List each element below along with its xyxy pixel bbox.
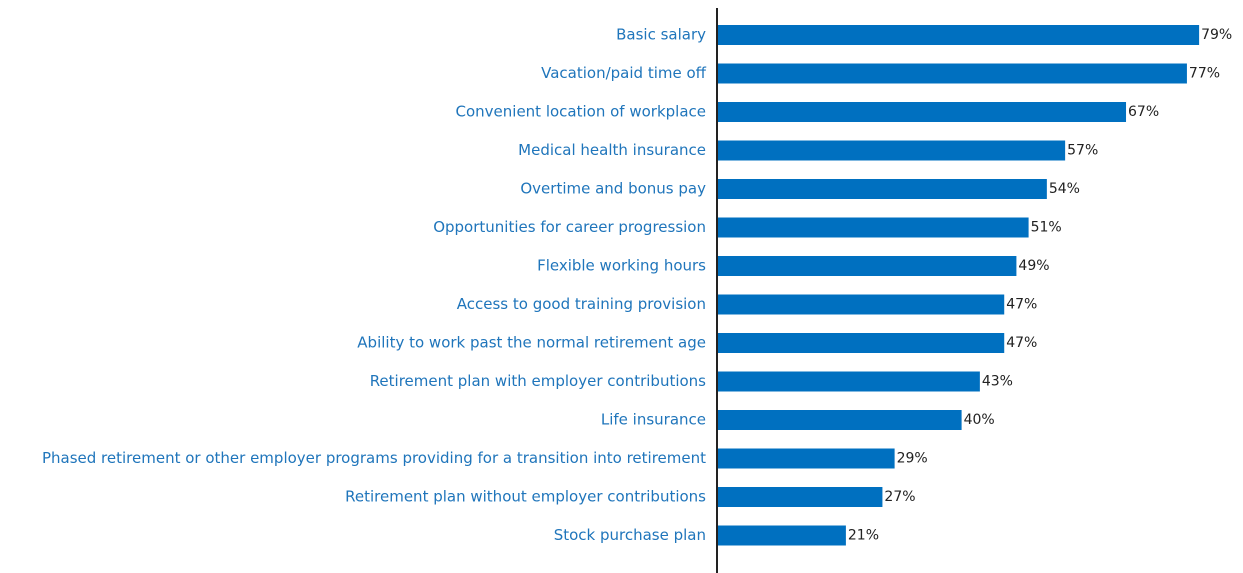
- bar: [718, 256, 1017, 276]
- category-label: Basic salary: [616, 26, 706, 44]
- value-label: 79%: [1201, 27, 1232, 43]
- category-label: Vacation/paid time off: [541, 64, 707, 82]
- bar: [718, 487, 883, 507]
- bar: [718, 63, 1187, 84]
- bar: [718, 294, 1005, 315]
- category-label: Phased retirement or other employer prog…: [42, 449, 706, 467]
- bar: [718, 371, 980, 392]
- category-label: Flexible working hours: [537, 257, 706, 275]
- category-label: Access to good training provision: [457, 295, 706, 313]
- value-label: 47%: [1006, 297, 1037, 313]
- category-label: Life insurance: [601, 411, 706, 429]
- category-label: Stock purchase plan: [554, 526, 706, 544]
- bar: [718, 410, 962, 430]
- category-label: Overtime and bonus pay: [520, 180, 706, 198]
- value-label: 47%: [1006, 335, 1037, 351]
- value-label: 21%: [848, 528, 879, 544]
- value-label: 54%: [1049, 181, 1080, 197]
- bar: [718, 25, 1200, 45]
- bar: [718, 140, 1066, 161]
- value-label: 49%: [1018, 258, 1049, 274]
- value-label: 77%: [1189, 66, 1220, 82]
- value-label: 29%: [897, 451, 928, 467]
- value-label: 27%: [884, 489, 915, 505]
- bar: [718, 525, 846, 546]
- bar: [718, 179, 1047, 199]
- category-label: Convenient location of workplace: [456, 103, 707, 121]
- category-label: Ability to work past the normal retireme…: [357, 334, 706, 352]
- value-label: 67%: [1128, 104, 1159, 120]
- category-label: Medical health insurance: [518, 141, 706, 159]
- value-label: 51%: [1031, 220, 1062, 236]
- bar: [718, 333, 1005, 353]
- value-label: 43%: [982, 374, 1013, 390]
- value-label: 40%: [964, 412, 995, 428]
- category-label: Retirement plan without employer contrib…: [345, 488, 706, 506]
- category-label: Retirement plan with employer contributi…: [370, 372, 706, 390]
- category-label: Opportunities for career progression: [433, 218, 706, 236]
- bar: [718, 217, 1029, 238]
- value-label: 57%: [1067, 143, 1098, 159]
- bar: [718, 102, 1127, 122]
- bar: [718, 448, 895, 469]
